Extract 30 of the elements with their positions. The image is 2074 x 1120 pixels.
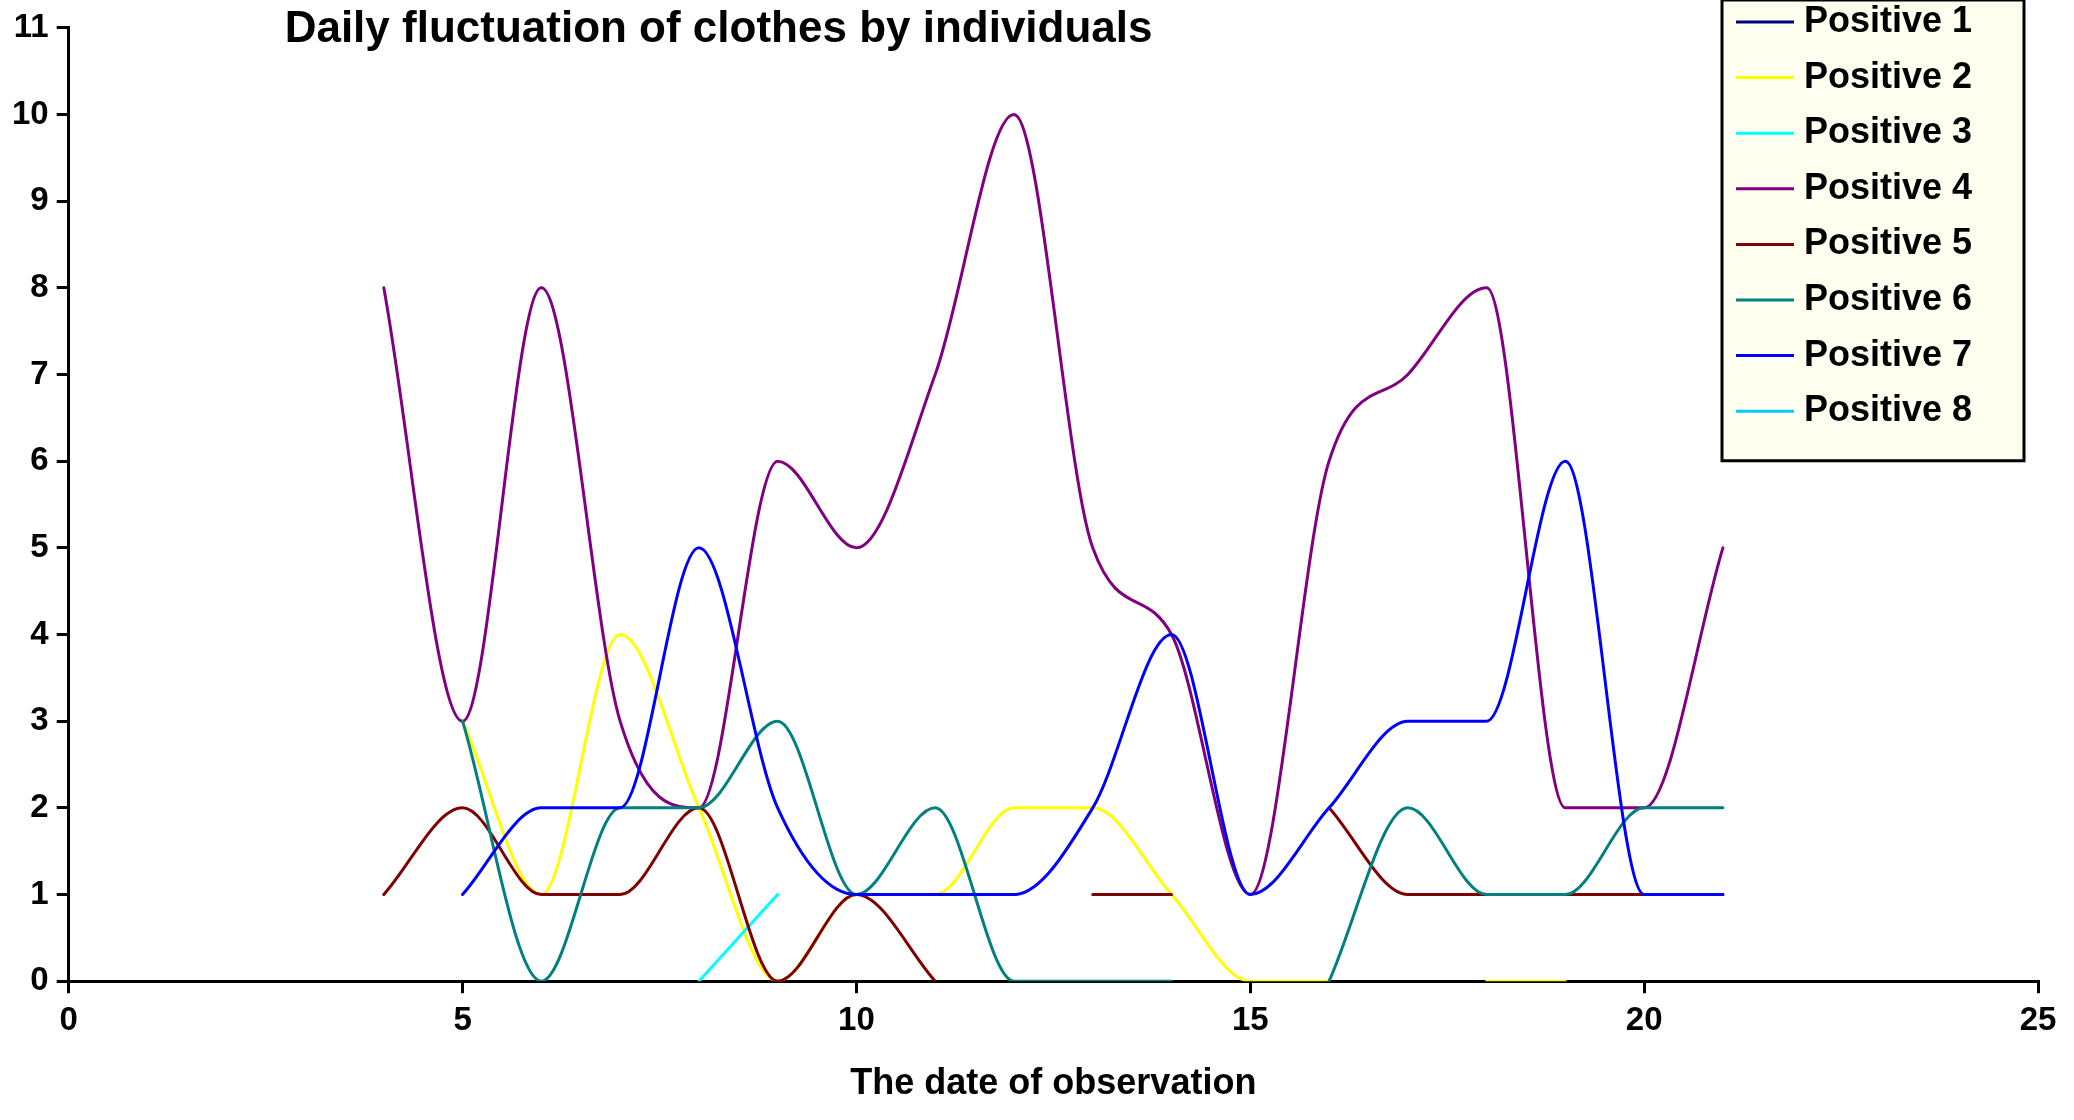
y-tick-label: 6 [30,440,49,478]
y-tick-label: 4 [30,613,50,651]
x-tick-label: 10 [838,1000,875,1038]
y-tick-label: 10 [11,93,49,131]
y-tick-label: 1 [30,873,49,911]
y-tick-label: 2 [30,786,49,824]
legend-label: Positive 4 [1804,165,1973,207]
legend-label: Positive 6 [1804,276,1973,318]
x-tick-label: 5 [453,1000,472,1038]
legend-label: Positive 8 [1804,388,1973,430]
x-tick-label: 20 [1625,1000,1663,1038]
legend-label: Positive 3 [1804,110,1973,152]
chart-title: Daily fluctuation of clothes by individuals [284,2,1153,52]
y-tick-label: 9 [30,180,49,218]
legend-label: Positive 1 [1804,0,1973,40]
y-tick-label: 11 [13,6,49,44]
y-tick-label: 7 [30,353,49,391]
x-tick-label: 25 [2019,1000,2057,1038]
legend-label: Positive 5 [1804,221,1973,263]
y-tick-label: 8 [30,266,49,304]
y-tick-label: 3 [30,700,49,738]
x-axis-title: The date of observation [850,1061,1257,1103]
line-series [382,112,1725,897]
x-tick-label: 15 [1231,1000,1269,1038]
y-tick-label: 5 [30,526,49,564]
y-tick-label: 0 [30,960,49,998]
line-series [461,459,1725,897]
legend-label: Positive 2 [1804,54,1973,96]
legend-label: Positive 7 [1804,332,1973,374]
x-tick-label: 0 [59,1000,78,1038]
